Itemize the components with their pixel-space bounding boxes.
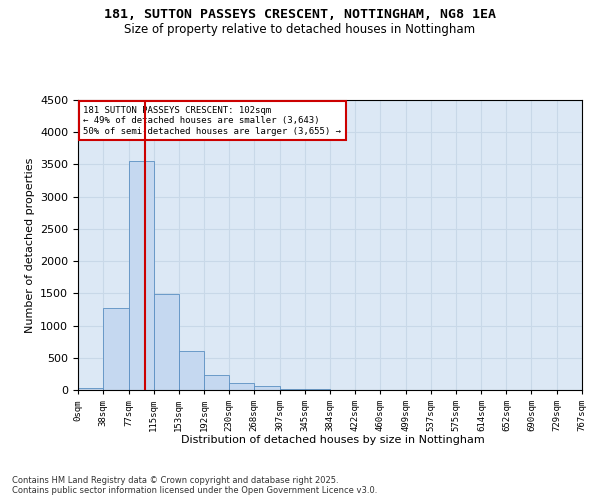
Text: Size of property relative to detached houses in Nottingham: Size of property relative to detached ho…	[124, 22, 476, 36]
Bar	[280, 388, 305, 390]
Bar	[154, 294, 179, 390]
Text: 181 SUTTON PASSEYS CRESCENT: 102sqm
← 49% of detached houses are smaller (3,643): 181 SUTTON PASSEYS CRESCENT: 102sqm ← 49…	[83, 106, 341, 136]
Y-axis label: Number of detached properties: Number of detached properties	[25, 158, 35, 332]
Bar	[179, 352, 204, 390]
Bar	[254, 386, 280, 390]
Bar	[103, 308, 128, 390]
Text: Distribution of detached houses by size in Nottingham: Distribution of detached houses by size …	[181, 435, 485, 445]
Text: Contains HM Land Registry data © Crown copyright and database right 2025.
Contai: Contains HM Land Registry data © Crown c…	[12, 476, 377, 495]
Text: 181, SUTTON PASSEYS CRESCENT, NOTTINGHAM, NG8 1EA: 181, SUTTON PASSEYS CRESCENT, NOTTINGHAM…	[104, 8, 496, 20]
Bar	[229, 383, 254, 390]
Bar	[204, 375, 229, 390]
Bar	[128, 160, 154, 390]
Bar	[78, 388, 103, 390]
